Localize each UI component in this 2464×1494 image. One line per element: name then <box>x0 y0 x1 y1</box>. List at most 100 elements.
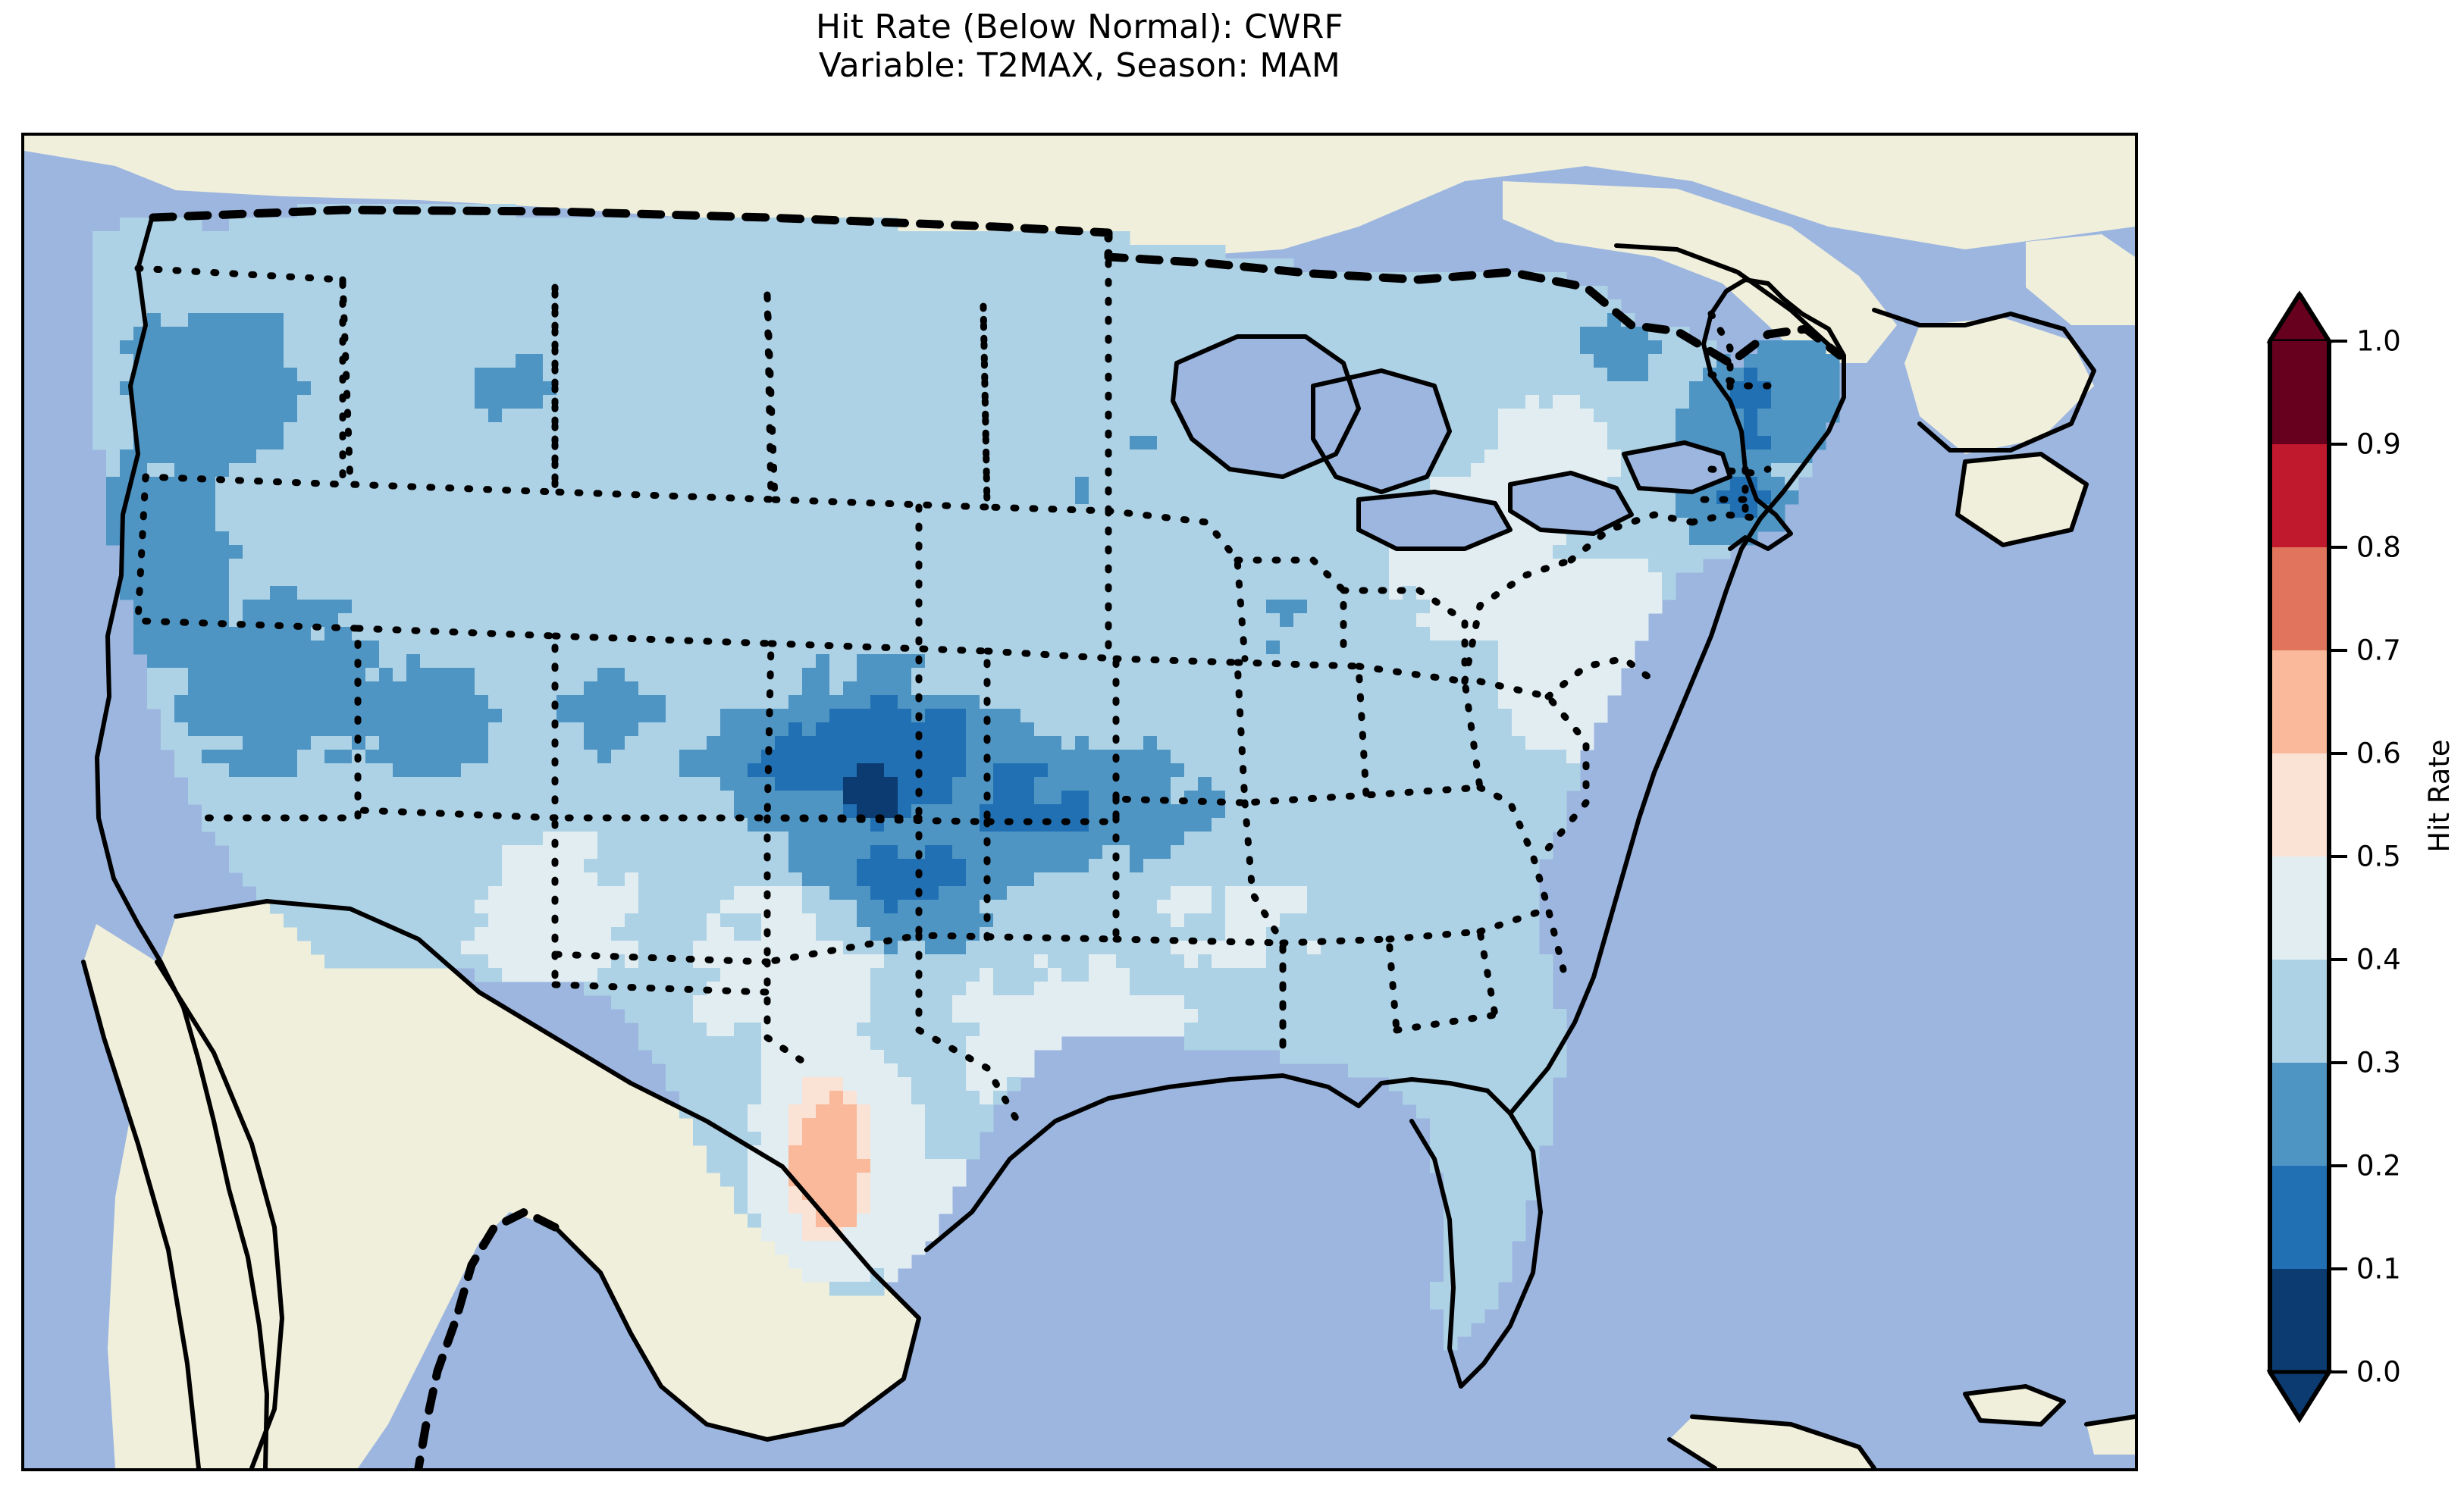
raster-cell <box>570 245 585 259</box>
raster-cell <box>1648 600 1663 614</box>
raster-cell <box>1512 286 1526 300</box>
raster-cell <box>652 545 666 559</box>
raster-cell <box>898 272 912 287</box>
raster-cell <box>1184 449 1199 464</box>
raster-cell <box>284 545 298 559</box>
raster-cell <box>120 409 134 423</box>
raster-cell <box>270 463 284 478</box>
raster-cell <box>1061 791 1076 805</box>
raster-cell <box>966 545 980 559</box>
raster-cell <box>174 668 189 682</box>
raster-cell <box>1444 477 1458 491</box>
raster-cell <box>911 490 926 505</box>
raster-cell <box>1252 572 1267 587</box>
raster-cell <box>652 641 666 655</box>
raster-cell <box>1116 531 1130 546</box>
raster-cell <box>829 409 844 423</box>
raster-cell <box>475 736 489 750</box>
raster-cell <box>1184 763 1199 778</box>
raster-cell <box>1034 750 1049 764</box>
raster-cell <box>1484 545 1499 559</box>
raster-cell <box>324 791 339 805</box>
raster-cell <box>1566 763 1581 778</box>
raster-cell <box>229 490 243 505</box>
raster-cell <box>707 272 721 287</box>
raster-cell <box>270 572 284 587</box>
raster-cell <box>993 736 1008 750</box>
raster-cell <box>775 354 789 368</box>
raster-cell <box>215 436 230 450</box>
raster-cell <box>352 354 366 368</box>
raster-cell <box>625 272 639 287</box>
raster-cell <box>597 668 612 682</box>
raster-cell <box>638 722 653 737</box>
raster-cell <box>1007 409 1021 423</box>
raster-cell <box>256 695 271 709</box>
raster-cell <box>147 422 161 437</box>
raster-cell <box>1348 545 1362 559</box>
raster-cell <box>1348 777 1362 791</box>
raster-cell <box>502 490 516 505</box>
raster-cell <box>516 327 530 341</box>
raster-cell <box>693 736 707 750</box>
raster-cell <box>229 313 243 327</box>
raster-cell <box>229 409 243 423</box>
raster-cell <box>679 613 694 628</box>
raster-cell <box>1198 245 1212 259</box>
raster-cell <box>1089 668 1103 682</box>
raster-cell <box>174 763 189 778</box>
raster-cell <box>816 572 830 587</box>
raster-cell <box>393 722 407 737</box>
raster-cell <box>1484 668 1499 682</box>
raster-cell <box>1075 572 1089 587</box>
raster-cell <box>1089 340 1103 355</box>
raster-cell <box>980 545 994 559</box>
raster-cell <box>584 354 598 368</box>
raster-cell <box>1007 736 1021 750</box>
raster-cell <box>638 668 653 682</box>
raster-cell <box>1034 449 1049 464</box>
raster-cell <box>1034 804 1049 819</box>
raster-cell <box>720 791 735 805</box>
raster-cell <box>1484 709 1499 723</box>
raster-cell <box>120 436 134 450</box>
raster-cell <box>1266 777 1281 791</box>
raster-cell <box>1239 272 1253 287</box>
raster-cell <box>1239 313 1253 327</box>
raster-cell <box>461 218 475 232</box>
raster-cell <box>406 286 421 300</box>
raster-cell <box>966 272 980 287</box>
raster-cell <box>529 572 544 587</box>
raster-cell <box>802 463 817 478</box>
raster-cell <box>679 518 694 532</box>
raster-cell <box>652 381 666 396</box>
raster-cell <box>1362 804 1376 819</box>
raster-cell <box>925 791 939 805</box>
raster-cell <box>884 791 898 805</box>
raster-cell <box>1635 340 1649 355</box>
raster-cell <box>720 818 735 832</box>
raster-cell <box>829 627 844 641</box>
raster-cell <box>625 518 639 532</box>
raster-cell <box>666 518 680 532</box>
raster-cell <box>666 654 680 669</box>
raster-cell <box>338 627 353 641</box>
raster-cell <box>1498 409 1513 423</box>
raster-cell <box>92 381 107 396</box>
raster-cell <box>925 381 939 396</box>
raster-cell <box>788 463 803 478</box>
raster-cell <box>1061 286 1076 300</box>
raster-cell <box>1075 586 1089 600</box>
raster-cell <box>243 572 257 587</box>
raster-cell <box>502 763 516 778</box>
raster-cell <box>284 409 298 423</box>
raster-cell <box>625 668 639 682</box>
raster-cell <box>816 600 830 614</box>
raster-cell <box>611 368 625 382</box>
raster-cell <box>679 504 694 518</box>
raster-cell <box>461 409 475 423</box>
raster-cell <box>802 354 817 368</box>
raster-cell <box>966 258 980 273</box>
raster-cell <box>966 709 980 723</box>
raster-cell <box>1007 600 1021 614</box>
